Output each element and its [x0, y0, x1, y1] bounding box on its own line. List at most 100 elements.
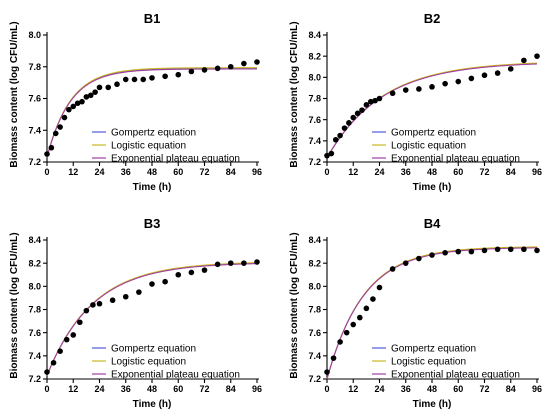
exponential-curve: [46, 68, 257, 158]
data-point: [416, 255, 422, 262]
y-tick-label: 7.4: [308, 351, 321, 361]
x-tick-label: 96: [252, 167, 262, 177]
data-point: [48, 144, 55, 151]
data-point: [57, 124, 63, 130]
x-axis-label: Time (h): [413, 182, 452, 193]
data-point: [521, 57, 527, 64]
data-point: [337, 339, 343, 345]
data-point: [370, 296, 376, 302]
panel-title: B4: [424, 216, 441, 231]
y-tick-label: 8.4: [28, 235, 41, 245]
data-point: [136, 289, 142, 295]
panel-b4: B4 0 12 24 36 48 60 72 84 96 7.2 7.4 7.6 7.8 8.0 8.2 8.4…: [289, 216, 542, 410]
y-tick-label: 8.0: [28, 282, 41, 292]
x-tick-label: 72: [479, 167, 489, 177]
legend-label: Exponential plateau equation: [111, 370, 240, 381]
x-tick-label: 12: [348, 384, 358, 394]
panel-title: B3: [144, 216, 161, 231]
x-tick-label: 60: [453, 167, 463, 177]
data-point: [122, 293, 129, 300]
y-tick-label: 7.4: [308, 136, 321, 146]
y-tick-label: 7.6: [308, 115, 321, 125]
x-tick-label: 48: [427, 384, 437, 394]
legend-label: Exponential plateau equation: [391, 154, 520, 165]
data-point: [455, 248, 462, 255]
x-axis-label: Time (h): [133, 182, 172, 193]
x-tick-label: 12: [68, 167, 78, 177]
data-point: [367, 98, 374, 105]
data-point: [402, 260, 409, 266]
data-point: [109, 297, 116, 304]
x-tick-label: 24: [94, 384, 104, 394]
data-point: [131, 76, 138, 83]
data-point: [376, 284, 383, 291]
x-tick-label: 48: [147, 167, 157, 177]
data-point: [372, 97, 378, 104]
data-point: [241, 60, 247, 67]
x-axis-label: Time (h): [133, 399, 172, 410]
data-point: [105, 84, 112, 91]
panel-title: B1: [144, 11, 161, 26]
x-tick-label: 84: [506, 384, 516, 394]
y-tick-label: 8.2: [28, 258, 41, 268]
data-point: [389, 90, 396, 97]
data-point: [468, 75, 475, 82]
legend-label: Gompertz equation: [391, 344, 476, 355]
y-tick-label: 7.8: [308, 305, 321, 315]
y-tick-label: 7.4: [28, 125, 41, 135]
data-point: [337, 132, 343, 139]
x-tick-label: 72: [479, 384, 489, 394]
x-tick-label: 84: [226, 167, 236, 177]
data-point: [354, 110, 361, 117]
data-point: [376, 95, 383, 102]
data-point: [402, 87, 409, 93]
data-point: [416, 86, 422, 92]
logistic-curve: [46, 67, 257, 158]
data-point: [122, 76, 129, 83]
y-tick-label: 7.4: [28, 351, 41, 361]
data-point: [83, 307, 90, 314]
y-tick-label: 7.6: [28, 328, 41, 338]
data-point: [254, 259, 260, 265]
legend-label: Logistic equation: [111, 141, 186, 152]
data-point: [389, 266, 396, 272]
data-point: [149, 281, 155, 287]
data-point: [63, 336, 70, 343]
panel-b1: B1 0 12 24 36 48 60 72 84 96 7.2 7.4 7.6 7.8 8.0 Time (…: [9, 11, 262, 193]
data-point: [442, 80, 448, 87]
data-point: [481, 247, 488, 254]
legend-label: Logistic equation: [391, 357, 466, 368]
x-tick-label: 24: [374, 384, 384, 394]
data-point: [44, 369, 50, 375]
data-point: [162, 278, 168, 285]
x-tick-label: 96: [532, 384, 542, 394]
x-axis-label: Time (h): [413, 399, 452, 410]
data-point: [50, 359, 57, 366]
data-point: [324, 369, 330, 375]
data-point: [175, 271, 182, 278]
data-point: [77, 319, 83, 326]
x-tick-label: 96: [532, 167, 542, 177]
y-tick-label: 8.4: [308, 235, 321, 245]
data-point: [254, 59, 260, 65]
data-point: [90, 302, 96, 308]
x-tick-label: 72: [199, 167, 209, 177]
y-tick-label: 8.4: [308, 30, 321, 40]
x-tick-label: 60: [453, 384, 463, 394]
x-tick-label: 60: [173, 167, 183, 177]
data-point: [44, 151, 50, 157]
data-point: [79, 98, 85, 105]
data-point: [357, 314, 363, 321]
y-tick-label: 7.8: [308, 94, 321, 104]
data-point: [83, 94, 90, 100]
data-point: [494, 246, 501, 253]
data-point: [494, 70, 501, 76]
exponential-curve: [46, 263, 258, 376]
data-point: [57, 348, 63, 355]
data-point: [363, 305, 370, 312]
y-tick-label: 8.2: [308, 258, 321, 268]
data-point: [330, 355, 337, 361]
data-point: [227, 63, 234, 70]
y-tick-label: 8.0: [308, 282, 321, 292]
